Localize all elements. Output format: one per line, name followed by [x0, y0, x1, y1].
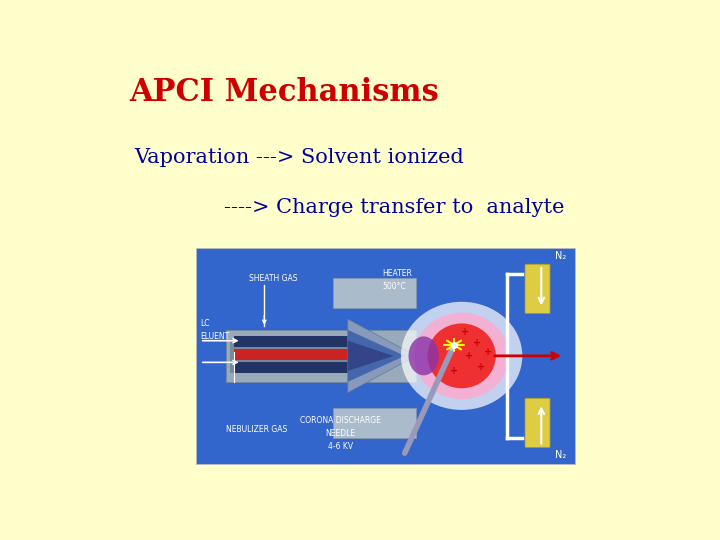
Text: SHEATH GAS: SHEATH GAS [249, 274, 297, 282]
Bar [333, 278, 416, 308]
Text: APCI Mechanisms: APCI Mechanisms [129, 77, 438, 109]
Polygon shape [348, 319, 416, 393]
Text: N₂: N₂ [554, 450, 566, 460]
Bar [234, 349, 348, 360]
Bar [230, 339, 382, 373]
Ellipse shape [401, 302, 522, 410]
Text: +: + [465, 351, 473, 361]
Text: +: + [473, 338, 481, 348]
Text: HEATER: HEATER [382, 269, 412, 278]
FancyBboxPatch shape [525, 399, 550, 448]
Text: Vaporation ---> Solvent ionized: Vaporation ---> Solvent ionized [135, 148, 464, 167]
Text: LC: LC [200, 319, 210, 328]
Ellipse shape [414, 313, 509, 399]
Bar [234, 336, 348, 347]
Ellipse shape [408, 336, 439, 375]
Text: +: + [450, 366, 458, 376]
Bar [196, 248, 575, 464]
Text: N₂: N₂ [554, 252, 566, 261]
Text: +: + [484, 347, 492, 356]
Text: 4-6 KV: 4-6 KV [328, 442, 353, 451]
Polygon shape [348, 341, 393, 371]
Text: CORONA DISCHARGE: CORONA DISCHARGE [300, 416, 381, 425]
Text: +: + [462, 327, 469, 337]
Polygon shape [348, 330, 405, 382]
Text: NEBULIZER GAS: NEBULIZER GAS [226, 425, 287, 434]
Bar [234, 362, 348, 373]
Text: NEEDLE: NEEDLE [325, 429, 355, 438]
Bar [333, 408, 416, 438]
Bar [226, 330, 416, 382]
Text: ----> Charge transfer to  analyte: ----> Charge transfer to analyte [224, 198, 564, 217]
Ellipse shape [428, 323, 496, 388]
Text: ELUENT: ELUENT [200, 332, 229, 341]
FancyBboxPatch shape [525, 264, 550, 313]
Text: +: + [477, 362, 485, 372]
Text: 500°C: 500°C [382, 282, 405, 291]
